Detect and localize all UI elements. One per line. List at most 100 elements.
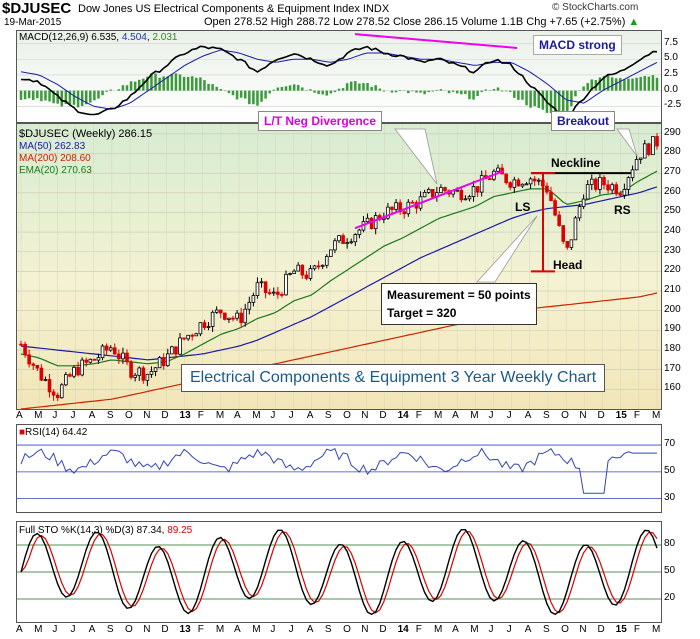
price-candle-body (504, 173, 508, 184)
sto-panel: Full STO %K(14,3) %D(3) 87.34, 89.25 (16, 521, 662, 623)
ma200-legend: MA(200) 208.60 (19, 153, 91, 164)
x-axis-label: A (88, 624, 96, 635)
x-axis-label: O (561, 624, 569, 635)
x-axis-label: M (34, 410, 43, 421)
x-axis-label: A (234, 410, 241, 421)
sto-axis-tick: 80 (664, 538, 676, 549)
price-candle-body (125, 352, 129, 363)
macd-label: MACD(12,26,9) (19, 32, 89, 43)
price-candle-body (165, 353, 170, 367)
price-candle-body (382, 217, 386, 220)
price-candle-body (594, 178, 598, 190)
price-candle-body (129, 361, 133, 378)
macd-axis-tick: -2.5 (664, 99, 682, 111)
price-panel: $DJUSEC (Weekly) 286.15 MA(50) 262.83 MA… (16, 123, 662, 410)
price-axis-tick: 160 (664, 382, 681, 394)
x-axis-label: M (470, 624, 479, 635)
price-candle-body (80, 359, 84, 376)
x-axis-label: M (652, 624, 661, 635)
price-candle-body (618, 193, 623, 196)
price-candle-body (516, 179, 521, 187)
price-candle-body (174, 346, 178, 355)
price-candle-body (349, 241, 354, 244)
x-axis-label: A (306, 624, 314, 635)
x-axis-label: F (633, 410, 640, 421)
price-candle-body (622, 189, 627, 196)
ticker-symbol: $DJUSEC (2, 0, 72, 17)
price-candle-body (532, 178, 537, 182)
price-axis-tick: 180 (664, 343, 681, 355)
price-candle-body (524, 183, 529, 186)
x-axis-label: D (597, 410, 605, 421)
index-name: Dow Jones US Electrical Components & Equ… (78, 3, 390, 15)
price-candle-body (43, 379, 48, 381)
chart-title-box: Electrical Components & Equipment 3 Year… (181, 364, 606, 392)
x-axis-label: D (379, 624, 387, 635)
sto-axis-tick: 50 (664, 565, 676, 576)
price-candle-body (243, 308, 248, 324)
price-candle-body (235, 312, 239, 319)
macd-value-1: 6.535 (91, 32, 117, 43)
x-axis-label: M (215, 410, 225, 421)
price-candle-body (357, 229, 362, 235)
x-axis-label: 14 (397, 410, 409, 421)
target-text: Target = 320 (387, 306, 457, 320)
rsi-panel: ■RSI(14) 64.42 (16, 424, 662, 513)
rsi-marker-icon: ■ (19, 427, 26, 438)
sto-axis-tick: 20 (664, 592, 676, 603)
price-candle-body (581, 198, 586, 207)
macd-value-2: 4.504 (121, 32, 147, 43)
macd-panel: MACD(12,26,9) 6.535, 4.504, 2.031 MACD s… (16, 30, 662, 123)
price-candle-body (72, 366, 76, 377)
x-axis-label: F (633, 624, 640, 635)
price-candle-body (267, 292, 272, 295)
price-candle-body (59, 384, 64, 399)
price-candle-body (602, 177, 606, 186)
price-candle-body (76, 366, 80, 376)
price-candle-body (64, 374, 68, 386)
price-candle-body (369, 217, 374, 230)
price-candle-body (394, 202, 398, 210)
price-candle-body (430, 189, 435, 198)
x-axis-label: F (415, 624, 422, 635)
price-candle-body (308, 268, 313, 279)
price-candle-body (239, 312, 243, 324)
price-candle-body (373, 215, 378, 230)
sto-k-line (20, 529, 658, 616)
rsi-legend: ■RSI(14) 64.42 (19, 427, 87, 438)
rsi-value: 64.42 (62, 427, 88, 438)
x-axis-label: D (379, 410, 387, 421)
price-candle-body (479, 175, 484, 193)
x-axis-label: S (106, 624, 114, 635)
price-candle-body (329, 249, 333, 257)
macd-axis-tick: 2.5 (664, 67, 678, 79)
price-candle-body (333, 240, 337, 251)
price-candle-body (471, 186, 476, 197)
sto-legend: Full STO %K(14,3) %D(3) 87.34, 89.25 (19, 525, 193, 536)
x-axis-label: O (561, 410, 569, 421)
x-axis-label: A (452, 624, 459, 635)
price-candle-body (68, 374, 72, 377)
price-candle-body (614, 184, 619, 195)
price-candle-body (520, 183, 525, 187)
price-axis-tick: 190 (664, 323, 681, 335)
price-candle-body (251, 295, 256, 303)
price-candle-body (51, 391, 56, 396)
brand-watermark: © StockCharts.com (552, 2, 639, 13)
x-axis-label: F (197, 624, 204, 635)
price-candle-body (259, 281, 264, 284)
rsi-plot (17, 444, 661, 500)
measurement-box: Measurement = 50 points Target = 320 (381, 283, 537, 325)
price-axis-tick: 220 (664, 264, 681, 276)
price-candle-body (304, 274, 309, 279)
price-candle-body (255, 282, 260, 296)
price-axis-tick: 270 (664, 166, 681, 178)
ma50-legend: MA(50) 262.83 (19, 141, 86, 152)
price-candle-body (467, 196, 472, 200)
breakout-label: Breakout (551, 111, 616, 131)
price-candle-body (426, 189, 431, 193)
x-axis-label: N (143, 624, 151, 635)
x-axis-label: O (125, 624, 133, 635)
price-candle-body (545, 185, 549, 193)
x-axis-label: M (215, 624, 225, 635)
